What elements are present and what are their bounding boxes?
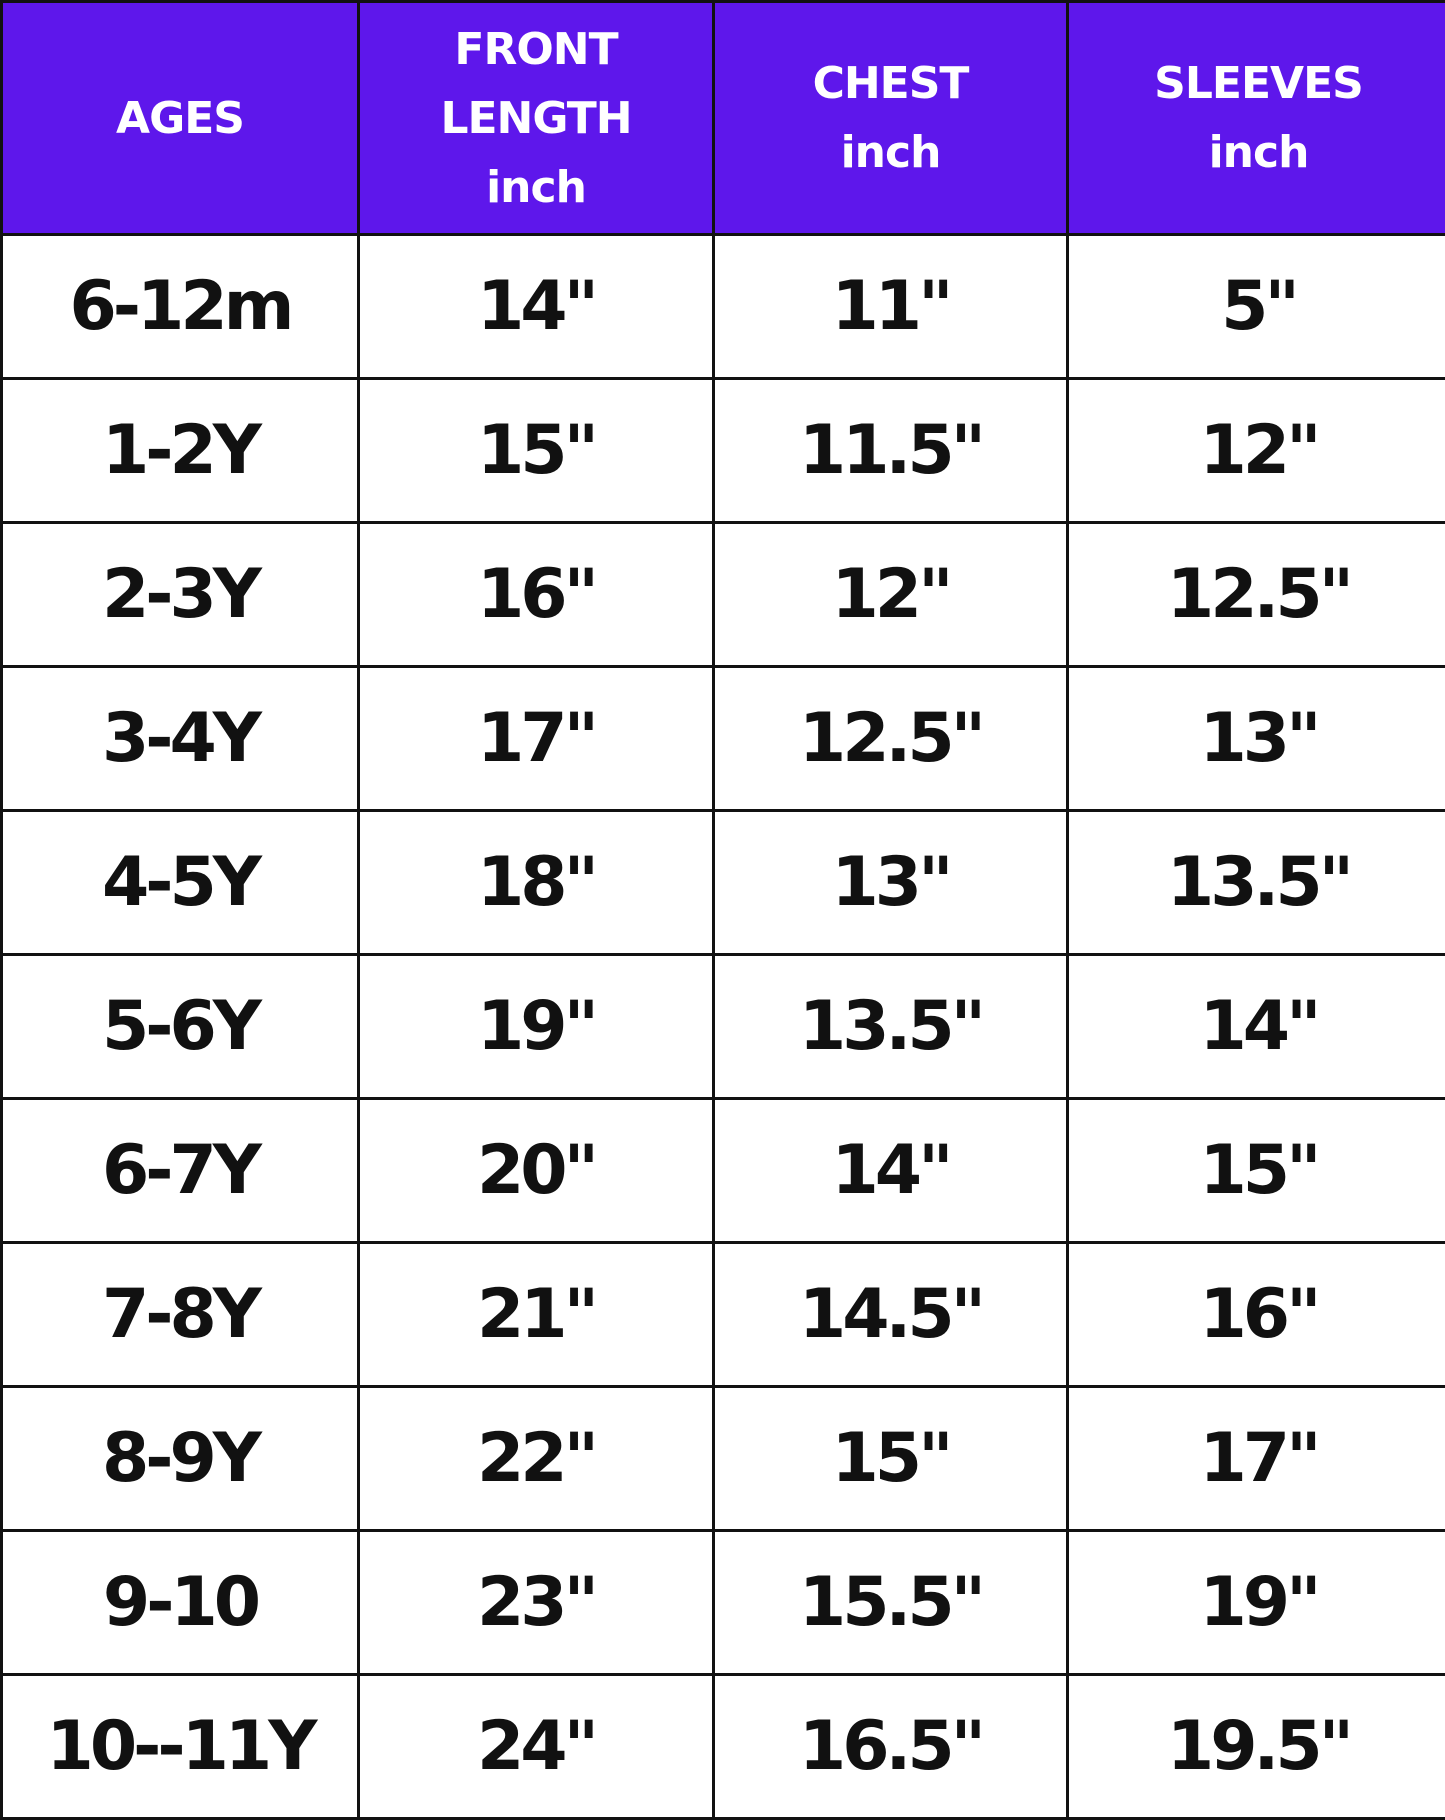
chest-cell: 15"	[714, 1387, 1068, 1531]
front-length-cell: 22"	[359, 1387, 714, 1531]
chest-cell: 13.5"	[714, 955, 1068, 1099]
age-cell: 4-5Y	[2, 811, 359, 955]
sleeves-cell: 13.5"	[1068, 811, 1445, 955]
chest-cell: 13"	[714, 811, 1068, 955]
age-cell: 7-8Y	[2, 1243, 359, 1387]
header-ages: AGES	[2, 2, 359, 235]
age-cell: 6-7Y	[2, 1099, 359, 1243]
age-cell: 9-10	[2, 1531, 359, 1675]
chest-cell: 11.5"	[714, 379, 1068, 523]
sleeves-cell: 5"	[1068, 235, 1445, 379]
header-line: inch	[360, 153, 712, 222]
sleeves-cell: 15"	[1068, 1099, 1445, 1243]
front-length-cell: 16"	[359, 523, 714, 667]
chest-cell: 12.5"	[714, 667, 1068, 811]
front-length-cell: 24"	[359, 1675, 714, 1819]
chest-cell: 14.5"	[714, 1243, 1068, 1387]
sleeves-cell: 17"	[1068, 1387, 1445, 1531]
header-line: inch	[1069, 118, 1445, 187]
sleeves-cell: 12"	[1068, 379, 1445, 523]
front-length-cell: 19"	[359, 955, 714, 1099]
front-length-cell: 20"	[359, 1099, 714, 1243]
header-line: FRONT	[360, 15, 712, 84]
sleeves-cell: 14"	[1068, 955, 1445, 1099]
header-line: AGES	[3, 84, 357, 153]
sleeves-cell: 12.5"	[1068, 523, 1445, 667]
front-length-cell: 23"	[359, 1531, 714, 1675]
sleeves-cell: 16"	[1068, 1243, 1445, 1387]
age-cell: 10--11Y	[2, 1675, 359, 1819]
front-length-cell: 18"	[359, 811, 714, 955]
header-line: LENGTH	[360, 84, 712, 153]
front-length-cell: 14"	[359, 235, 714, 379]
chest-cell: 15.5"	[714, 1531, 1068, 1675]
sleeves-cell: 13"	[1068, 667, 1445, 811]
sleeves-cell: 19.5"	[1068, 1675, 1445, 1819]
chest-cell: 11"	[714, 235, 1068, 379]
age-cell: 1-2Y	[2, 379, 359, 523]
age-cell: 5-6Y	[2, 955, 359, 1099]
header-line: inch	[715, 118, 1066, 187]
header-line: SLEEVES	[1069, 49, 1445, 118]
age-cell: 6-12m	[2, 235, 359, 379]
header-line: CHEST	[715, 49, 1066, 118]
chest-cell: 16.5"	[714, 1675, 1068, 1819]
age-cell: 3-4Y	[2, 667, 359, 811]
front-length-cell: 17"	[359, 667, 714, 811]
front-length-cell: 21"	[359, 1243, 714, 1387]
front-length-cell: 15"	[359, 379, 714, 523]
chest-cell: 12"	[714, 523, 1068, 667]
chest-cell: 14"	[714, 1099, 1068, 1243]
age-cell: 2-3Y	[2, 523, 359, 667]
age-cell: 8-9Y	[2, 1387, 359, 1531]
sleeves-cell: 19"	[1068, 1531, 1445, 1675]
